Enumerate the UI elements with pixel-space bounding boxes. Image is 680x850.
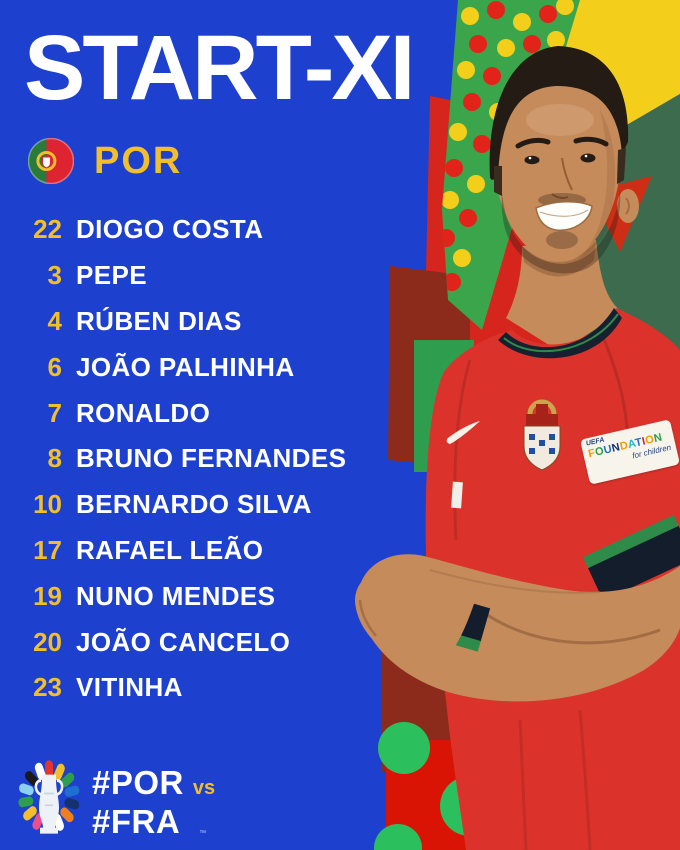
player-row: 20 JOÃO CANCELO bbox=[0, 619, 346, 665]
player-name: NUNO MENDES bbox=[76, 580, 276, 611]
player-row: 4 RÚBEN DIAS bbox=[0, 299, 346, 345]
footer: #POR vs #FRA ™ bbox=[14, 758, 215, 839]
player-number: 22 bbox=[33, 214, 62, 245]
player-name: RONALDO bbox=[76, 397, 211, 428]
player-number: 23 bbox=[33, 672, 62, 703]
player-row: 3 PEPE bbox=[0, 253, 346, 299]
player-row: 6 JOÃO PALHINHA bbox=[0, 344, 346, 390]
player-number: 3 bbox=[47, 260, 62, 291]
player-row: 17 RAFAEL LEÃO bbox=[0, 528, 346, 574]
versus-label: vs bbox=[192, 777, 216, 799]
portugal-flag-icon bbox=[28, 138, 74, 184]
hashtag-away: #FRA bbox=[92, 803, 181, 840]
player-number: 19 bbox=[33, 580, 62, 611]
player-name: BERNARDO SILVA bbox=[76, 489, 312, 520]
jersey-collar bbox=[498, 308, 622, 359]
player-photo-illustration bbox=[355, 46, 680, 850]
player-number: 17 bbox=[33, 534, 62, 565]
euro-2024-trophy-logo bbox=[18, 760, 80, 834]
player-number: 10 bbox=[33, 489, 62, 520]
player-row: 19 NUNO MENDES bbox=[0, 573, 346, 619]
team-crest bbox=[523, 399, 561, 471]
swoosh-logo bbox=[446, 421, 480, 444]
match-hashtags: #POR vs #FRA bbox=[92, 766, 215, 839]
page-title: START-XI bbox=[24, 17, 415, 119]
player-name: RÚBEN DIAS bbox=[76, 305, 242, 336]
logo-trophy bbox=[34, 774, 64, 834]
player-number: 8 bbox=[47, 443, 62, 474]
player-name: JOÃO CANCELO bbox=[76, 626, 291, 657]
starting-lineup-list: 22 DIOGO COSTA 3 PEPE 4 RÚBEN DIAS 6 JOÃO PA… bbox=[0, 207, 346, 711]
trademark-symbol: ™ bbox=[199, 830, 207, 837]
player-name: RAFAEL LEÃO bbox=[76, 534, 264, 565]
player-row: 8 BRUNO FERNANDES bbox=[0, 436, 346, 482]
team-header: POR bbox=[28, 138, 182, 184]
player-number: 6 bbox=[47, 351, 62, 382]
player-name: BRUNO FERNANDES bbox=[76, 443, 347, 474]
player-row: 10 BERNARDO SILVA bbox=[0, 482, 346, 528]
player-number: 7 bbox=[47, 397, 62, 428]
player-row: 7 RONALDO bbox=[0, 390, 346, 436]
team-code: POR bbox=[94, 140, 183, 182]
player-number: 20 bbox=[33, 626, 62, 657]
hair bbox=[489, 46, 629, 180]
hashtag-home: #POR bbox=[92, 764, 184, 801]
player-name: JOÃO PALHINHA bbox=[76, 351, 295, 382]
player-number: 4 bbox=[47, 305, 62, 336]
player-row: 22 DIOGO COSTA bbox=[0, 207, 346, 253]
player-name: PEPE bbox=[76, 260, 147, 291]
player-row: 23 VITINHA bbox=[0, 665, 346, 711]
player-name: VITINHA bbox=[76, 672, 183, 703]
player-name: DIOGO COSTA bbox=[76, 214, 264, 245]
